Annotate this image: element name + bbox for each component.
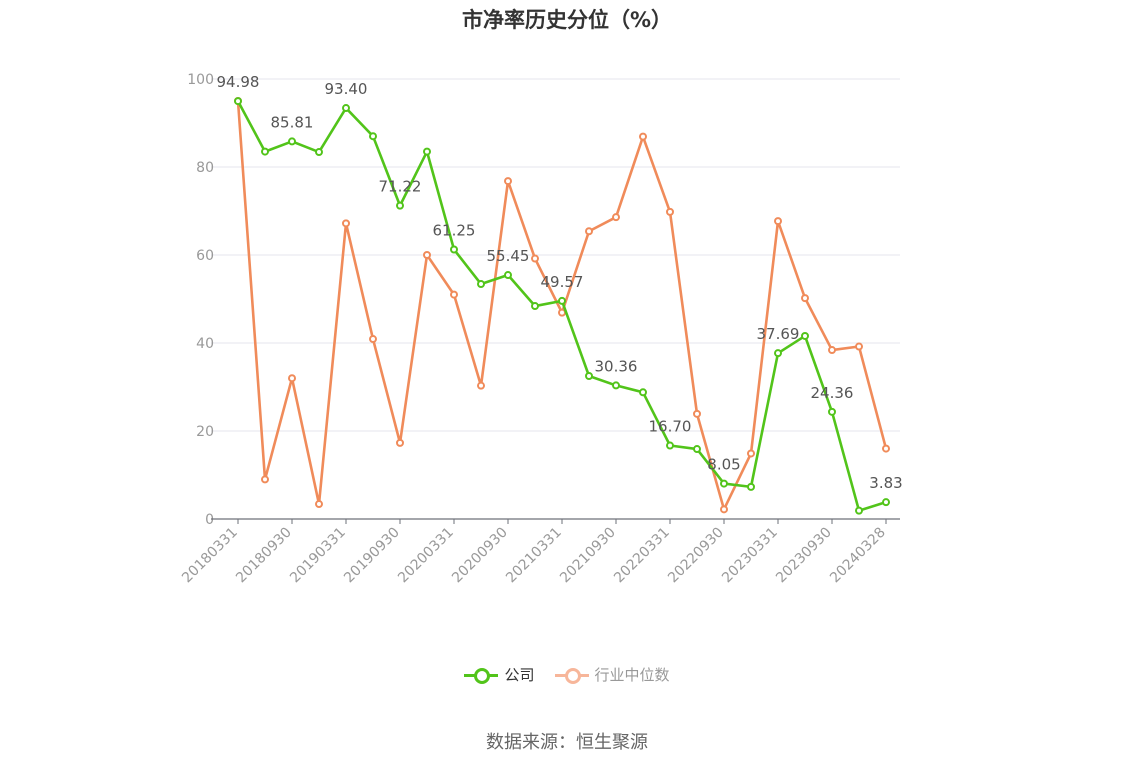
x-tick-label: 20230331 <box>719 525 781 587</box>
series-layer <box>234 97 890 515</box>
legend-company-label: 公司 <box>504 666 535 684</box>
legend: 公司 行业中位数 <box>0 664 1134 685</box>
industry-point <box>612 213 620 222</box>
company-data-label: 3.83 <box>869 474 902 492</box>
x-tick-label: 20240328 <box>827 525 889 587</box>
legend-item-industry[interactable]: 行业中位数 <box>554 664 670 685</box>
company-data-label: 94.98 <box>217 73 260 91</box>
industry-point <box>342 219 350 228</box>
company-point <box>315 148 323 157</box>
industry-point <box>666 207 674 216</box>
data-label-layer: 94.98 85.81 93.40 71.22 61.25 55.45 49.57 30.36… <box>217 73 903 492</box>
industry-point <box>801 294 809 303</box>
company-data-label: 37.69 <box>757 325 800 343</box>
company-point <box>450 245 458 254</box>
company-point <box>234 97 242 106</box>
industry-point <box>288 374 296 383</box>
company-point <box>585 372 593 380</box>
x-tick-label: 20200331 <box>395 525 457 587</box>
company-point <box>720 479 728 488</box>
industry-point <box>693 409 701 418</box>
x-tick-label: 20220930 <box>665 525 727 587</box>
industry-point <box>720 505 728 514</box>
chart-canvas: 0 20 40 60 80 100 2018033120180930201903312019… <box>179 72 903 587</box>
x-tick-label: 20190331 <box>287 525 349 587</box>
legend-industry-line-icon <box>554 667 589 684</box>
company-data-label: 61.25 <box>433 222 476 240</box>
industry-point <box>747 449 755 458</box>
company-point <box>396 201 404 210</box>
industry-point <box>531 254 539 263</box>
industry-point <box>855 342 863 351</box>
x-tick-label: 20180331 <box>179 525 241 587</box>
industry-point <box>774 217 782 226</box>
x-tick-label: 20200930 <box>449 525 511 587</box>
company-point <box>828 407 836 416</box>
industry-point <box>261 475 269 484</box>
company-data-label: 30.36 <box>595 357 638 375</box>
company-point <box>531 302 539 311</box>
legend-industry-label: 行业中位数 <box>594 666 670 684</box>
y-tick-label: 0 <box>205 512 214 528</box>
industry-series-line <box>236 100 888 511</box>
company-data-label: 24.36 <box>811 384 854 402</box>
company-point <box>504 271 512 280</box>
grid-layer <box>211 78 900 432</box>
industry-point <box>369 335 377 344</box>
company-point <box>882 498 890 507</box>
company-point <box>423 147 431 156</box>
legend-item-company[interactable]: 公司 <box>464 664 535 685</box>
company-point <box>693 445 701 454</box>
company-point <box>639 388 647 397</box>
industry-point <box>315 500 323 509</box>
company-data-label: 71.22 <box>379 178 422 196</box>
company-point <box>342 104 350 113</box>
company-data-label: 93.40 <box>325 80 368 98</box>
company-point <box>477 280 485 289</box>
x-tick-label: 20210331 <box>503 525 565 587</box>
industry-point <box>450 290 458 299</box>
x-tick-label: 20180930 <box>233 525 295 587</box>
company-point <box>774 349 782 358</box>
company-point <box>261 147 269 156</box>
industry-point <box>504 177 512 186</box>
company-point <box>288 137 296 146</box>
x-tick-label: 20190930 <box>341 525 403 587</box>
company-point <box>369 132 377 141</box>
x-tick-label: 20220331 <box>611 525 673 587</box>
industry-point <box>882 444 890 453</box>
data-source-note: 数据来源：恒生聚源 <box>486 732 648 753</box>
company-point <box>747 482 755 491</box>
chart-title: 市净率历史分位（%） <box>461 8 673 32</box>
company-point <box>666 441 674 450</box>
x-tick-label: 20230930 <box>773 525 835 587</box>
y-tick-label: 60 <box>196 248 214 264</box>
industry-point <box>423 251 431 259</box>
y-tick-label: 100 <box>187 72 214 88</box>
industry-point <box>396 438 404 447</box>
industry-point <box>585 227 593 236</box>
industry-point <box>828 346 836 355</box>
company-point <box>801 331 809 340</box>
company-series-line <box>236 100 887 512</box>
y-tick-label: 40 <box>196 336 214 352</box>
company-data-label: 8.05 <box>707 456 740 474</box>
legend-company-line-icon <box>464 667 499 684</box>
company-data-label: 49.57 <box>541 273 584 291</box>
company-point <box>855 506 863 515</box>
y-tick-label: 80 <box>196 160 214 176</box>
company-point <box>612 381 620 390</box>
industry-point <box>639 132 647 141</box>
x-tick-label: 20210930 <box>557 525 619 587</box>
y-tick-label: 20 <box>196 424 214 440</box>
company-point <box>558 296 566 305</box>
industry-point <box>477 381 485 390</box>
company-data-label: 55.45 <box>487 247 530 265</box>
company-data-label: 85.81 <box>271 113 314 131</box>
company-data-label: 16.70 <box>649 418 692 436</box>
